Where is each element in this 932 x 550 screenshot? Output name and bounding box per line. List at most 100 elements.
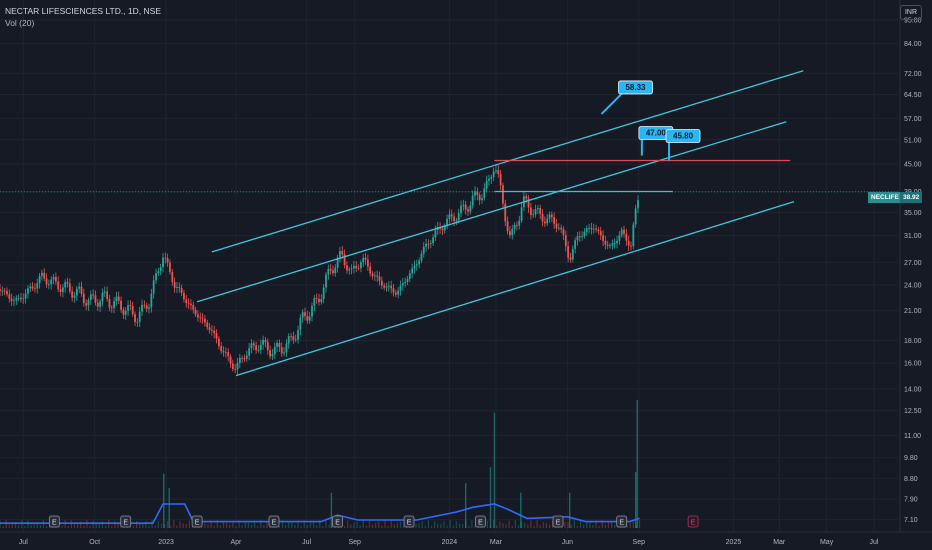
candle-body <box>68 283 71 292</box>
earnings-marker-icon[interactable] <box>616 515 628 528</box>
volume-bar <box>607 522 610 528</box>
volume-bar <box>117 523 119 528</box>
candle-body <box>187 303 190 304</box>
earnings-marker-icon[interactable] <box>332 515 344 528</box>
price-tick-label: 31.00 <box>904 233 922 240</box>
candle-body <box>157 270 160 274</box>
volume-bar <box>517 525 520 528</box>
candle-body <box>441 228 444 231</box>
candle-body <box>488 178 490 181</box>
volume-bar <box>108 520 110 528</box>
volume-bar <box>154 525 156 528</box>
chart-title: NECTAR LIFESCIENCES LTD., 1D, NSE <box>5 6 162 16</box>
candle-body <box>585 228 588 232</box>
candle-body <box>318 298 320 303</box>
candle-body <box>329 268 332 271</box>
volume-bar <box>70 520 73 528</box>
volume-spike-bar <box>163 473 165 528</box>
volume-bar <box>148 525 150 528</box>
candle-body <box>371 273 374 277</box>
candle-body <box>334 267 337 274</box>
volume-indicator-label[interactable]: Vol (20) <box>5 18 35 28</box>
candle-body <box>75 288 78 296</box>
earnings-marker-icon[interactable] <box>475 515 486 528</box>
volume-bar <box>586 522 588 528</box>
candle-body <box>143 304 146 306</box>
candle-body <box>206 322 209 328</box>
volume-bar <box>493 520 495 528</box>
earnings-marker-icon[interactable] <box>268 515 280 528</box>
volume-bar <box>570 524 572 528</box>
volume-bar <box>173 520 175 528</box>
candle-body <box>280 347 283 354</box>
volume-bar <box>434 521 436 528</box>
candle-body <box>332 270 334 274</box>
volume-bar <box>83 525 85 528</box>
earnings-marker-icon[interactable] <box>687 515 699 528</box>
candle-body <box>3 290 6 292</box>
volume-bar <box>567 522 569 528</box>
earnings-marker-icon[interactable] <box>48 515 60 528</box>
price-tick-label: 24.00 <box>904 283 922 290</box>
price-tick-label: 18.00 <box>904 338 922 345</box>
earnings-marker-label: E <box>123 520 128 527</box>
candle-body <box>604 240 607 245</box>
earnings-marker-icon[interactable] <box>403 515 415 528</box>
candle-body <box>0 289 1 291</box>
volume-spike-bar <box>493 412 496 528</box>
volume-bar <box>430 525 433 528</box>
candle-body <box>346 265 348 271</box>
candle-body <box>41 272 43 277</box>
volume-bar <box>611 522 613 528</box>
volume-bar <box>359 525 361 528</box>
candle-body <box>159 267 162 271</box>
price-tick-label: 21.00 <box>904 308 922 315</box>
annotation-pointer <box>600 93 623 115</box>
candle-body <box>569 257 572 260</box>
candle-body <box>492 171 495 178</box>
candle-body <box>248 348 251 356</box>
candle-body <box>476 191 479 195</box>
candle-body <box>581 236 584 237</box>
volume-bar <box>378 521 380 528</box>
candle-body <box>502 185 504 204</box>
currency-button[interactable]: INR <box>900 5 922 20</box>
volume-bar <box>548 524 551 528</box>
volume-bar <box>421 521 423 528</box>
candle-body <box>422 246 425 254</box>
volume-bar <box>312 522 315 528</box>
last-price-tag: 38.92 <box>900 192 923 203</box>
volume-bar <box>73 524 76 528</box>
volume-bar <box>449 520 451 528</box>
candle-body <box>341 251 344 255</box>
candle-body <box>383 285 386 288</box>
candle-body <box>227 352 230 357</box>
volume-bar <box>458 523 461 528</box>
candle-body <box>31 286 34 289</box>
candle-body <box>152 280 155 294</box>
candle-body <box>220 346 223 352</box>
price-tick-label: 12.50 <box>904 408 922 415</box>
candle-body <box>257 350 260 351</box>
earnings-marker-icon[interactable] <box>191 515 203 528</box>
earnings-marker-icon[interactable] <box>120 515 132 528</box>
volume-bar <box>371 524 374 528</box>
candle-body <box>362 257 365 263</box>
channel-trend-line <box>211 70 804 253</box>
candle-body <box>54 277 57 282</box>
candle-body <box>613 243 616 245</box>
volume-bar <box>188 520 190 528</box>
candle-body <box>525 196 528 199</box>
volume-bar <box>288 522 290 528</box>
volume-bar <box>241 525 243 528</box>
volume-bar <box>281 520 284 528</box>
candle-body <box>229 356 232 364</box>
volume-bar <box>238 520 240 528</box>
candle-body <box>78 286 81 289</box>
candle-body <box>513 225 516 230</box>
date-tick-label: Mar <box>773 539 786 546</box>
earnings-marker-icon[interactable] <box>552 515 564 528</box>
candle-body <box>327 268 330 275</box>
